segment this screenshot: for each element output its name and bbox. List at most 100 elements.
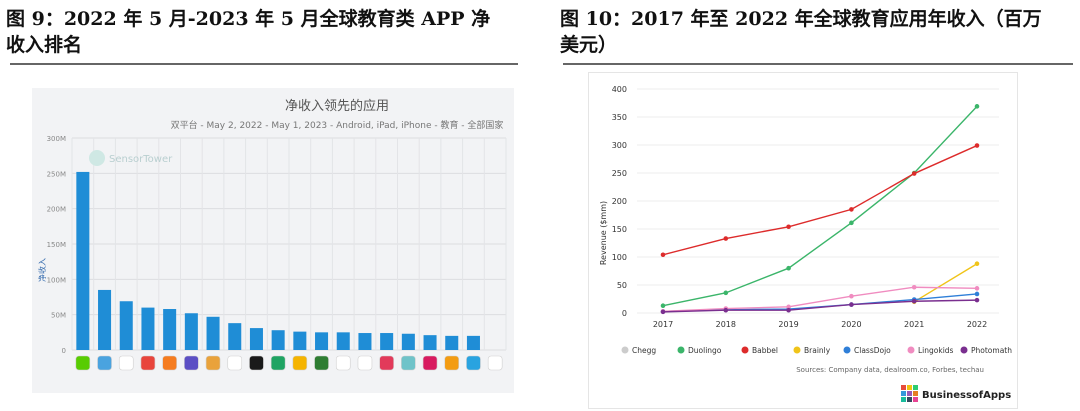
- app-icon[interactable]: [314, 355, 329, 371]
- app-icon[interactable]: [97, 355, 112, 371]
- bar[interactable]: [119, 301, 133, 350]
- app-icon[interactable]: [401, 355, 416, 371]
- app-icon[interactable]: [205, 355, 221, 371]
- legend-label: Duolingo: [688, 346, 722, 355]
- bar[interactable]: [358, 333, 372, 350]
- data-point[interactable]: [849, 220, 854, 226]
- bar[interactable]: [315, 332, 329, 350]
- bar[interactable]: [184, 313, 198, 350]
- bar[interactable]: [163, 309, 177, 350]
- bar[interactable]: [423, 335, 437, 350]
- data-point[interactable]: [660, 252, 666, 258]
- app-icon[interactable]: [379, 355, 394, 371]
- app-icon[interactable]: [335, 355, 351, 371]
- app-icon[interactable]: [466, 355, 481, 371]
- data-point[interactable]: [911, 298, 917, 304]
- legend-swatch: [960, 346, 968, 354]
- y-tick-label: 50: [617, 281, 627, 290]
- y-tick-label: 200M: [47, 206, 66, 214]
- legend-item-lingokids[interactable]: Lingokids: [907, 346, 954, 355]
- app-icon[interactable]: [249, 355, 264, 371]
- data-point[interactable]: [911, 284, 917, 290]
- app-icon[interactable]: [292, 355, 308, 371]
- series-lines: [660, 104, 980, 315]
- y-tick-label: 150: [612, 225, 627, 234]
- data-point[interactable]: [974, 261, 980, 267]
- data-point[interactable]: [974, 286, 980, 291]
- bar[interactable]: [401, 333, 415, 350]
- app-icon[interactable]: [422, 355, 438, 371]
- bar[interactable]: [293, 331, 307, 350]
- y-tick-label: 400: [612, 85, 627, 94]
- app-icon[interactable]: [118, 355, 134, 371]
- right-chart-card: 0 50 100 150 200 250 300 350 400 2017 2018 2019 202…: [588, 72, 1018, 409]
- app-icon[interactable]: [487, 355, 503, 371]
- bar[interactable]: [336, 332, 350, 350]
- watermark-logo: SensorTower: [89, 150, 173, 166]
- series-babbel: [660, 143, 980, 258]
- bar[interactable]: [466, 335, 480, 350]
- data-point[interactable]: [849, 293, 854, 299]
- data-point[interactable]: [974, 297, 980, 303]
- y-tick-label: 300M: [47, 135, 66, 143]
- bar[interactable]: [206, 316, 220, 350]
- data-point[interactable]: [911, 171, 917, 176]
- legend-item-chegg[interactable]: Chegg: [621, 346, 657, 355]
- app-icon[interactable]: [140, 355, 156, 371]
- gridlines: [637, 88, 999, 314]
- y-tick-label: 0: [622, 309, 627, 318]
- data-point[interactable]: [786, 224, 791, 230]
- bar[interactable]: [271, 330, 285, 350]
- bar[interactable]: [249, 328, 263, 350]
- data-point[interactable]: [974, 143, 980, 148]
- bar[interactable]: [98, 289, 112, 350]
- data-point[interactable]: [786, 307, 791, 313]
- legend-label: Chegg: [632, 346, 656, 355]
- series-line: [662, 286, 978, 313]
- y-tick-label: 50M: [51, 312, 66, 320]
- data-point[interactable]: [786, 304, 791, 310]
- x-tick-labels: 2017 2018 2019 2020 2021 2022: [653, 320, 987, 329]
- legend-item-duolingo[interactable]: Duolingo: [677, 346, 722, 355]
- data-point[interactable]: [974, 291, 980, 297]
- app-icon[interactable]: [227, 355, 243, 371]
- legend-label: Brainly: [804, 346, 831, 355]
- legend-item-brainly[interactable]: Brainly: [793, 346, 831, 355]
- app-icon[interactable]: [184, 355, 199, 371]
- app-icon[interactable]: [444, 355, 460, 371]
- data-point[interactable]: [849, 302, 854, 307]
- left-figure-title: 图 9：2022 年 5 月-2023 年 5 月全球教育类 APP 净 收入排…: [6, 6, 526, 58]
- x-tick-label: 2019: [778, 320, 798, 329]
- bar[interactable]: [380, 333, 394, 350]
- y-tick-label: 350: [612, 113, 627, 122]
- x-tick-label: 2022: [967, 320, 987, 329]
- data-point[interactable]: [723, 307, 729, 313]
- legend-item-classdojo[interactable]: ClassDojo: [843, 346, 892, 355]
- bar[interactable]: [228, 323, 242, 350]
- left-title-line2: 收入排名: [6, 34, 83, 56]
- data-point[interactable]: [723, 290, 729, 296]
- grid-logo-icon: [901, 385, 918, 402]
- app-icon[interactable]: [270, 355, 286, 371]
- brand-text: BusinessofApps: [922, 390, 1011, 401]
- data-point[interactable]: [660, 303, 666, 309]
- bar[interactable]: [76, 171, 90, 350]
- bar[interactable]: [141, 307, 155, 350]
- app-icon[interactable]: [162, 355, 177, 371]
- data-point[interactable]: [786, 265, 791, 271]
- series-line: [913, 263, 978, 303]
- left-title-line1: 图 9：2022 年 5 月-2023 年 5 月全球教育类 APP 净: [6, 8, 491, 30]
- data-point[interactable]: [723, 236, 729, 241]
- legend-item-babbel[interactable]: Babbel: [741, 346, 778, 355]
- series-brainly: [911, 261, 980, 305]
- x-tick-label: 2017: [653, 320, 673, 329]
- data-point[interactable]: [974, 104, 980, 109]
- data-point[interactable]: [660, 309, 666, 315]
- data-point[interactable]: [849, 207, 854, 212]
- bar[interactable]: [445, 335, 459, 350]
- legend-item-photomath[interactable]: Photomath: [960, 346, 1013, 355]
- series-line: [662, 105, 978, 307]
- source-note: Sources: Company data, dealroom.co, Forb…: [796, 366, 984, 374]
- app-icon[interactable]: [357, 355, 373, 371]
- app-icon[interactable]: [75, 355, 91, 371]
